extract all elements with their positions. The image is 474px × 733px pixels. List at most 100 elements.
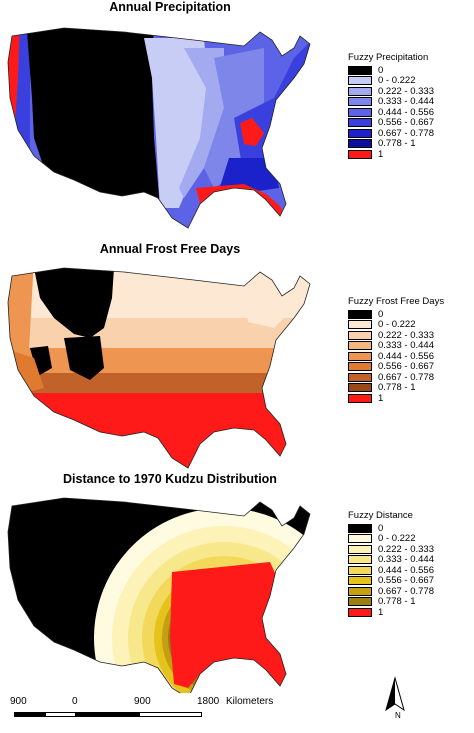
legend-row: 1	[348, 607, 434, 618]
kudzu-distance-legend-title: Fuzzy Distance	[348, 510, 413, 521]
legend-swatch	[348, 372, 372, 382]
frost-free-panel: Annual Frost Free Days Fuzzy Frost Free …	[0, 240, 474, 470]
legend-label: 0	[378, 308, 384, 320]
legend-row: 0.667 - 0.778	[348, 586, 434, 597]
precipitation-map	[7, 27, 311, 229]
legend-swatch	[348, 555, 372, 565]
legend-swatch	[348, 383, 372, 393]
legend-swatch	[348, 393, 372, 403]
legend-label: 0.333 - 0.444	[378, 340, 434, 352]
legend-swatch	[348, 107, 372, 117]
legend-swatch	[348, 330, 372, 340]
scale-bar: 900 0 900 1800 Kilometers	[10, 696, 334, 726]
legend-row: 0	[348, 65, 434, 76]
legend-label: 0.444 - 0.556	[378, 106, 434, 118]
legend-swatch	[348, 607, 372, 617]
legend-label: 0.556 - 0.667	[378, 361, 434, 373]
frost-free-map	[7, 267, 311, 469]
legend-row: 0.333 - 0.444	[348, 554, 434, 566]
legend-row: 0 - 0.222	[348, 75, 434, 87]
precipitation-panel: Annual Precipitation Fuzzy Precipitation…	[0, 0, 474, 240]
legend-label: 0.333 - 0.444	[378, 554, 434, 566]
legend-row: 0.778 - 1	[348, 138, 434, 149]
legend-label: 1	[378, 606, 384, 618]
scale-segment	[139, 712, 202, 717]
scale-tick-label: 900	[10, 696, 27, 707]
scale-segment	[45, 712, 76, 717]
scale-tick-label: 900	[134, 696, 151, 707]
frost-free-legend-title: Fuzzy Frost Free Days	[348, 296, 445, 307]
legend-swatch	[348, 139, 372, 149]
legend-row: 0.444 - 0.556	[348, 107, 434, 118]
north-label: N	[395, 711, 401, 720]
legend-swatch	[348, 534, 372, 544]
legend-label: 0.778 - 1	[378, 596, 416, 608]
legend-row: 0 - 0.222	[348, 319, 444, 331]
legend-swatch	[348, 597, 372, 607]
legend-label: 0 - 0.222	[378, 319, 416, 331]
legend-row: 1	[348, 149, 434, 160]
legend-label: 0 - 0.222	[378, 75, 416, 87]
legend-label: 0.667 - 0.778	[378, 371, 434, 383]
legend-label: 0.222 - 0.333	[378, 329, 434, 341]
legend-row: 0.556 - 0.667	[348, 117, 434, 129]
legend-label: 0.222 - 0.333	[378, 543, 434, 555]
legend-swatch	[348, 309, 372, 319]
legend-row: 1	[348, 393, 444, 404]
north-arrow-icon	[385, 676, 405, 712]
scale-segment	[14, 712, 45, 717]
legend-row: 0.222 - 0.333	[348, 544, 434, 555]
legend-row: 0.444 - 0.556	[348, 351, 444, 362]
legend-row: 0.333 - 0.444	[348, 96, 434, 107]
legend-row: 0	[348, 309, 444, 320]
legend-row: 0.222 - 0.333	[348, 86, 434, 97]
legend-label: 0.667 - 0.778	[378, 127, 434, 139]
legend-label: 0.556 - 0.667	[378, 117, 434, 129]
legend-label: 0.556 - 0.667	[378, 575, 434, 587]
scale-unit-label: Kilometers	[226, 696, 274, 707]
legend-swatch	[348, 97, 372, 107]
legend-row: 0.444 - 0.556	[348, 565, 434, 576]
legend-swatch	[348, 586, 372, 596]
legend-row: 0.333 - 0.444	[348, 340, 444, 352]
legend-swatch	[348, 341, 372, 351]
legend-swatch	[348, 149, 372, 159]
legend-row: 0.667 - 0.778	[348, 372, 444, 383]
legend-label: 0	[378, 522, 384, 534]
legend-label: 0.667 - 0.778	[378, 585, 434, 597]
legend-row: 0.556 - 0.667	[348, 575, 434, 587]
legend-row: 0.778 - 1	[348, 596, 434, 608]
kudzu-distance-panel: Distance to 1970 Kudzu Distribution Fuzz…	[0, 470, 474, 693]
scale-segment	[76, 712, 139, 717]
legend-label: 0	[378, 64, 384, 76]
legend-swatch	[348, 118, 372, 128]
legend-swatch	[348, 65, 372, 75]
legend-swatch	[348, 128, 372, 138]
frost-free-title: Annual Frost Free Days	[99, 242, 241, 256]
legend-row: 0.667 - 0.778	[348, 128, 434, 139]
legend-swatch	[348, 86, 372, 96]
legend-row: 0	[348, 523, 434, 534]
legend-swatch	[348, 544, 372, 554]
legend-label: 1	[378, 392, 384, 404]
legend-label: 0.778 - 1	[378, 382, 416, 394]
legend-label: 0.222 - 0.333	[378, 85, 434, 97]
legend-label: 0 - 0.222	[378, 533, 416, 545]
legend-swatch	[348, 351, 372, 361]
kudzu-distance-map	[7, 497, 311, 693]
legend-swatch	[348, 576, 372, 586]
legend-swatch	[348, 523, 372, 533]
legend-label: 0.444 - 0.556	[378, 564, 434, 576]
scale-tick-label: 1800	[197, 696, 220, 707]
legend-swatch	[348, 565, 372, 575]
legend-row: 0.778 - 1	[348, 382, 444, 394]
precipitation-title: Annual Precipitation	[109, 0, 231, 14]
scale-tick-label: 0	[72, 696, 78, 707]
kudzu-distance-title: Distance to 1970 Kudzu Distribution	[63, 472, 277, 486]
